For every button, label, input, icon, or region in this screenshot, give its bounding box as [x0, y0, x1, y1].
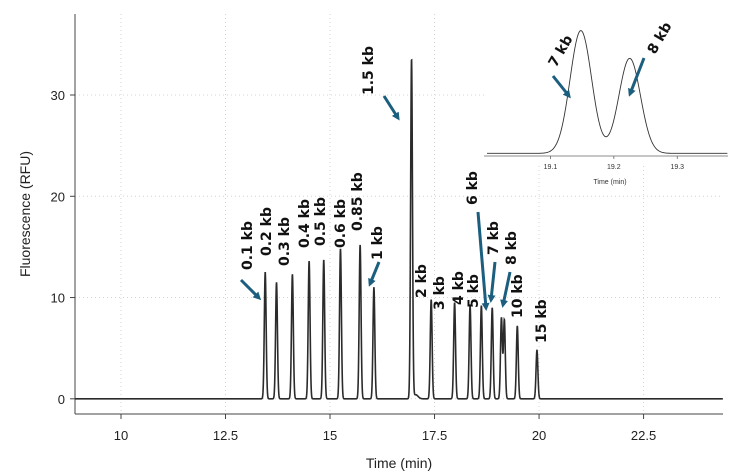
arrows: [239, 95, 512, 311]
annotation-arrow: [487, 261, 497, 303]
x-tick-label: 22.5: [631, 428, 656, 443]
x-axis-title: Time (min): [366, 455, 432, 471]
peak-label: 7 kb: [486, 221, 502, 255]
peak-label: 6 kb: [465, 171, 481, 205]
annotation-arrow: [239, 278, 262, 301]
inset-arrow: [551, 75, 571, 99]
x-tick-label: 10: [114, 428, 128, 443]
inset-arrow: [628, 57, 646, 97]
inset-chart: 19.1 19.2 19.3 Time (min) 7 kb 8 kb: [484, 14, 728, 186]
x-tick-label: 20: [532, 428, 546, 443]
x-tick-label: 12.5: [213, 428, 238, 443]
peak-label: 0.5 kb: [313, 197, 329, 246]
peak-label: 0.6 kb: [333, 199, 349, 248]
peak-label: 8 kb: [504, 231, 520, 265]
y-ticks: 0 10 20 30: [51, 88, 75, 407]
peak-label: 0.85 kb: [350, 172, 366, 231]
peak-label: 0.1 kb: [240, 221, 256, 270]
y-tick-label: 10: [51, 291, 65, 306]
peak-label: 1 kb: [370, 226, 386, 260]
peak-label: 1.5 kb: [361, 46, 377, 95]
annotation-arrow: [368, 261, 381, 287]
y-axis-title: Fluorescence (RFU): [17, 151, 33, 277]
peak-label: 2 kb: [414, 264, 430, 298]
peak-label: 15 kb: [534, 299, 550, 343]
annotation-arrow: [382, 95, 400, 121]
peak-label: 0.2 kb: [259, 207, 275, 256]
inset-tick-label: 19.2: [607, 164, 621, 171]
peak-label: 4 kb: [451, 271, 467, 305]
annotation-arrow: [500, 271, 512, 308]
peak-label: 0.4 kb: [297, 199, 313, 248]
inset-ticks: 19.1 19.2 19.3: [544, 156, 684, 171]
y-tick-label: 30: [51, 88, 65, 103]
electropherogram-trace: [75, 58, 723, 400]
inset-tick-label: 19.3: [670, 164, 684, 171]
peak-label: 10 kb: [510, 274, 526, 318]
inset-background: [484, 14, 728, 164]
peak-label: 3 kb: [432, 276, 448, 310]
annotation-arrow: [476, 211, 490, 311]
inset-trace: [487, 30, 728, 154]
y-tick-label: 0: [58, 392, 65, 407]
inset-tick-label: 19.1: [544, 164, 558, 171]
peak-label: 5 kb: [466, 274, 482, 308]
peak-label: 0.3 kb: [277, 217, 293, 266]
inset-arrows: [551, 57, 646, 99]
x-ticks: 10 12.5 15 17.5 20 22.5: [114, 414, 656, 443]
x-tick-label: 17.5: [422, 428, 447, 443]
peak-labels: 0.1 kb 0.2 kb 0.3 kb 0.4 kb 0.5 kb 0.6 kb 0.85…: [240, 46, 550, 343]
inset-x-axis-title: Time (min): [593, 179, 626, 186]
x-tick-label: 15: [323, 428, 337, 443]
y-tick-label: 20: [51, 189, 65, 204]
